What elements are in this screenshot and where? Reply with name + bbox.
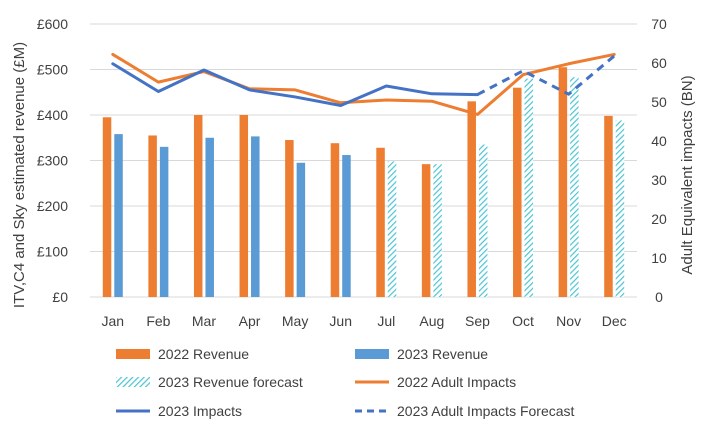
legend-swatch-2022-revenue [116, 349, 150, 359]
bar-2023-revenue-forecast-dec [615, 120, 625, 298]
left-tick-label: £100 [37, 244, 68, 260]
bar-2022-revenue-dec [604, 115, 613, 297]
x-tick-label: Feb [146, 313, 170, 329]
bar-2023-revenue-forecast-jul [387, 161, 397, 297]
left-tick-label: £300 [37, 153, 68, 169]
legend-label-2023-revenue: 2023 Revenue [397, 346, 488, 362]
left-tick-label: £400 [37, 107, 68, 123]
x-tick-label: Apr [239, 313, 261, 329]
legend: 2022 Revenue 2023 Revenue 2023 Revenue for… [116, 346, 575, 419]
legend-label-2022-revenue: 2022 Revenue [158, 346, 249, 362]
bar-2022-revenue-nov [558, 67, 568, 297]
x-axis-ticks: Jan Feb Mar Apr May Jun Jul Aug Sep Oct Nov Dec [102, 313, 627, 329]
left-tick-label: £200 [37, 198, 68, 214]
left-tick-label: £500 [37, 62, 68, 78]
left-tick-label: £0 [52, 289, 68, 305]
x-tick-label: Aug [419, 313, 444, 329]
right-tick-label: 10 [651, 250, 667, 266]
x-tick-label: Jul [377, 313, 395, 329]
bar-2022-revenue-jun [330, 143, 340, 297]
legend-label-2023-revenue-forecast: 2023 Revenue forecast [158, 374, 303, 390]
line-2023-adult-impacts-forecast [476, 54, 616, 96]
bar-2022-revenue-jul [376, 147, 385, 297]
bar-2022-revenue-apr [239, 115, 249, 297]
right-tick-label: 0 [655, 289, 663, 305]
left-tick-label: £600 [37, 16, 68, 32]
bar-2023-revenue-forecast-aug [433, 164, 442, 297]
left-axis-title: ITV,C4 and Sky estimated revenue (£M) [11, 42, 28, 308]
legend-label-2022-adult-impacts: 2022 Adult Impacts [397, 374, 516, 390]
legend-label-2023-adult-impacts-forecast: 2023 Adult Impacts Forecast [397, 403, 575, 419]
legend-swatch-2023-revenue [355, 349, 389, 359]
bar-2023-revenue-apr [251, 136, 260, 297]
right-tick-label: 50 [651, 94, 667, 110]
bar-2022-revenue-feb [148, 135, 157, 297]
lines [111, 52, 616, 116]
bar-2022-revenue-jan [102, 117, 112, 298]
legend-label-2023-impacts: 2023 Impacts [158, 403, 242, 419]
x-tick-label: Jan [102, 313, 125, 329]
bar-2022-revenue-aug [421, 164, 431, 297]
right-tick-label: 30 [651, 172, 667, 188]
bar-2022-revenue-may [285, 140, 294, 297]
x-tick-label: Oct [512, 313, 534, 329]
right-tick-label: 40 [651, 133, 667, 149]
x-tick-label: Nov [556, 313, 581, 329]
x-tick-label: Mar [192, 313, 216, 329]
x-tick-label: Sep [465, 313, 490, 329]
bar-2023-revenue-forecast-nov [570, 77, 579, 297]
right-tick-label: 70 [651, 16, 667, 32]
right-tick-label: 20 [651, 211, 667, 227]
bars [102, 67, 625, 298]
bar-2022-revenue-sep [467, 101, 476, 297]
bar-2023-revenue-forecast-sep [478, 144, 488, 297]
right-axis-ticks: 0 10 20 30 40 50 60 70 [651, 16, 667, 305]
x-tick-label: Dec [602, 313, 627, 329]
bar-2023-revenue-feb [159, 146, 169, 297]
right-axis-title: Adult Equivalent impacts (BN) [679, 75, 696, 274]
gridlines [90, 23, 637, 298]
line-2023-impacts [111, 62, 479, 108]
bar-2023-revenue-jan [114, 134, 123, 297]
x-tick-label: Jun [329, 313, 352, 329]
left-axis-ticks: £0 £100 £200 £300 £400 £500 £600 [37, 16, 68, 305]
line-2022-adult-impacts [111, 52, 616, 116]
bar-2023-revenue-jun [342, 155, 351, 297]
legend-swatch-2023-revenue-forecast [116, 377, 150, 387]
right-tick-label: 60 [651, 55, 667, 71]
x-tick-label: May [282, 313, 308, 329]
bar-2023-revenue-may [296, 162, 306, 297]
bar-2022-revenue-oct [513, 87, 522, 297]
bar-2023-revenue-forecast-oct [524, 78, 534, 297]
bar-2023-revenue-mar [205, 137, 214, 297]
bar-2022-revenue-mar [193, 115, 203, 297]
